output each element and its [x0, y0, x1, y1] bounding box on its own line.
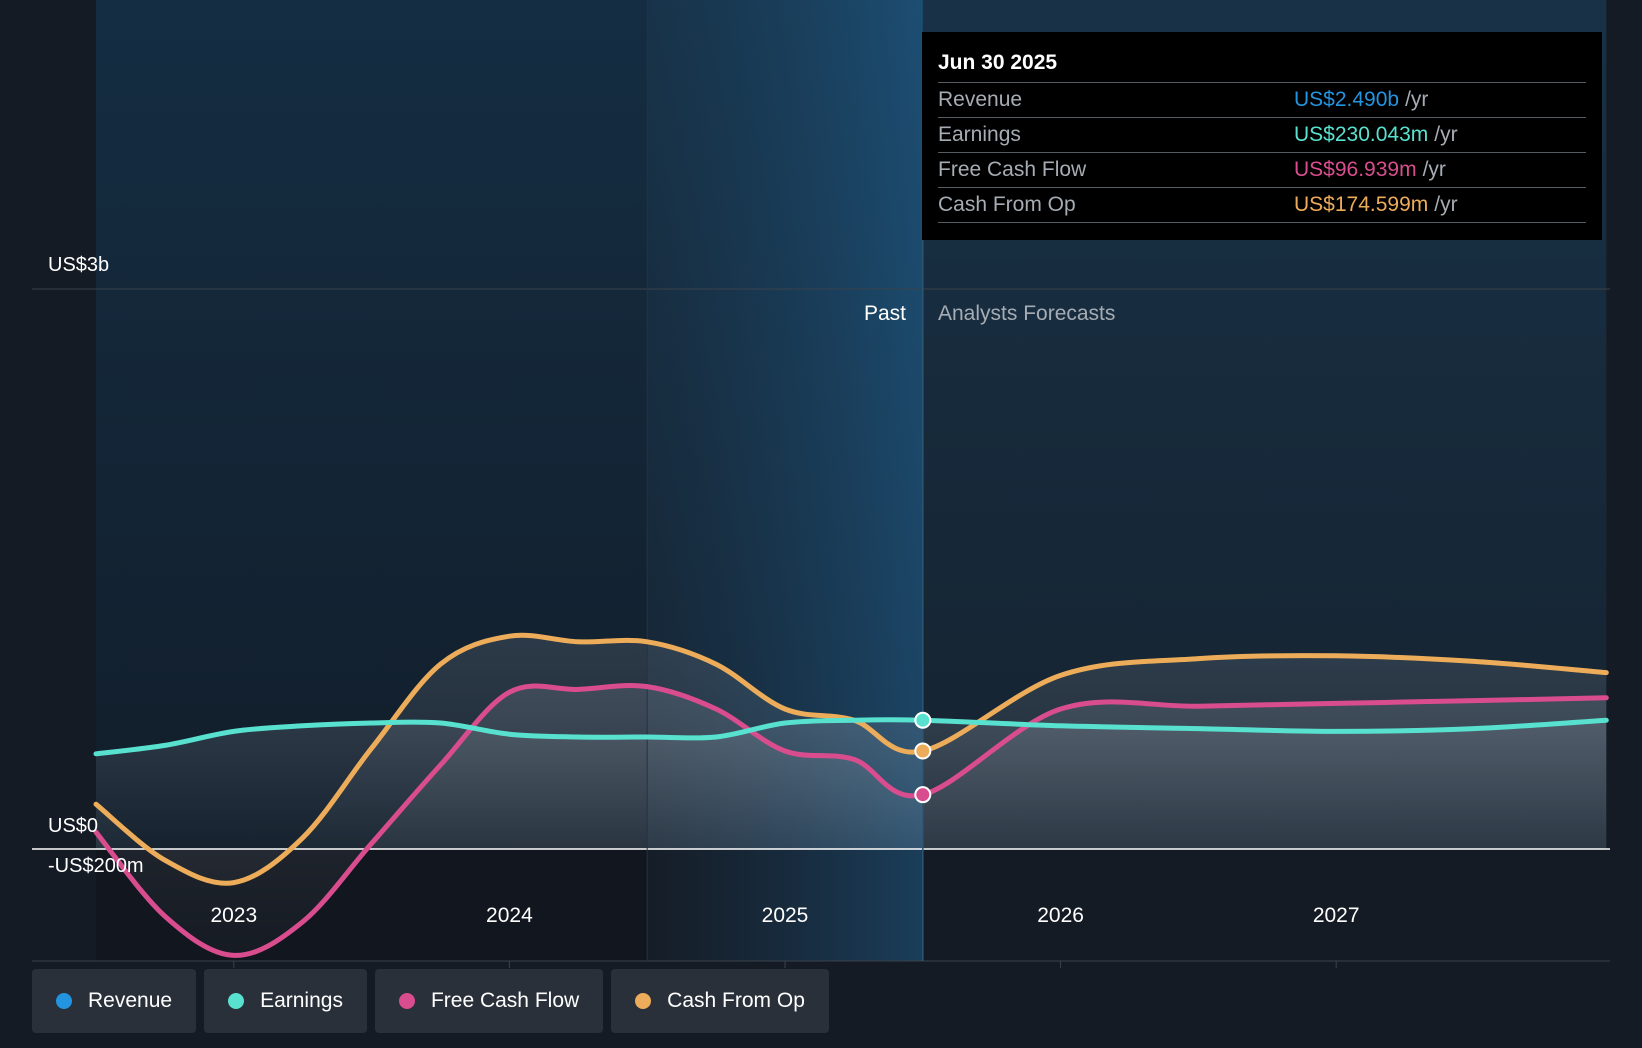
x-tick-label: 2023	[210, 904, 257, 927]
forecast-region-label: Analysts Forecasts	[938, 302, 1115, 325]
marker-cash-from-op[interactable]	[914, 742, 932, 760]
line-free-cash-flow	[93, 683, 1609, 958]
marker-free-cash-flow[interactable]	[914, 786, 932, 804]
tooltip-row-value: US$230.043m	[1294, 123, 1429, 146]
legend-dot-icon	[398, 993, 415, 1009]
tooltip-row-unit: /yr	[1405, 88, 1429, 111]
tooltip-row-label: Earnings	[938, 123, 1021, 146]
legend-label: Cash From Op	[667, 989, 805, 1012]
legend-item-earnings[interactable]: Earnings	[204, 969, 367, 1033]
legend-item-revenue[interactable]: Revenue	[32, 969, 197, 1033]
tooltip-row-label: Free Cash Flow	[938, 158, 1087, 181]
tooltip-row-unit: /yr	[1434, 123, 1458, 146]
x-tick-label: 2026	[1037, 904, 1084, 927]
tooltip-row-unit: /yr	[1422, 158, 1446, 181]
legend-dot-icon	[635, 993, 652, 1009]
past-region-label: Past	[864, 302, 906, 325]
marker-earnings[interactable]	[914, 711, 932, 729]
tooltip-row-free-cash-flow: Free Cash Flow US$96.939m/yr	[938, 153, 1586, 188]
y-axis-zero-label: US$0	[48, 815, 98, 837]
tooltip-row-earnings: Earnings US$230.043m/yr	[938, 118, 1586, 153]
legend-dot-icon	[56, 993, 72, 1009]
line-earnings	[93, 717, 1609, 757]
chart-legend: Revenue Earnings Free Cash Flow Cash From O…	[32, 969, 829, 1033]
tooltip-date: Jun 30 2025	[938, 46, 1586, 83]
x-tick-label: 2024	[486, 904, 533, 927]
tooltip-row-unit: /yr	[1434, 193, 1458, 216]
tooltip-row-label: Revenue	[938, 88, 1023, 111]
tooltip-row-value: US$96.939m	[1294, 158, 1417, 181]
tooltip-row-value: US$174.599m	[1294, 193, 1429, 216]
x-tick-label: 2027	[1313, 904, 1360, 927]
legend-item-cash-from-op[interactable]: Cash From Op	[611, 969, 829, 1033]
y-axis-bottom-label: -US$200m	[48, 855, 144, 877]
legend-label: Revenue	[88, 989, 173, 1012]
x-tick-label: 2025	[762, 904, 809, 927]
line-cash-from-op	[93, 632, 1609, 886]
tooltip-row-cash-from-op: Cash From Op US$174.599m/yr	[938, 188, 1586, 223]
legend-item-free-cash-flow[interactable]: Free Cash Flow	[374, 969, 604, 1033]
y-axis-top-label: US$3b	[48, 254, 109, 276]
tooltip-row-value: US$2.490b	[1294, 88, 1400, 111]
legend-dot-icon	[228, 993, 245, 1009]
data-tooltip: Jun 30 2025 Revenue US$2.490b/yr Earnings U…	[922, 32, 1602, 240]
tooltip-row-label: Cash From Op	[938, 193, 1076, 216]
legend-label: Free Cash Flow	[430, 989, 580, 1012]
tooltip-row-revenue: Revenue US$2.490b/yr	[938, 83, 1586, 118]
legend-label: Earnings	[260, 989, 343, 1012]
